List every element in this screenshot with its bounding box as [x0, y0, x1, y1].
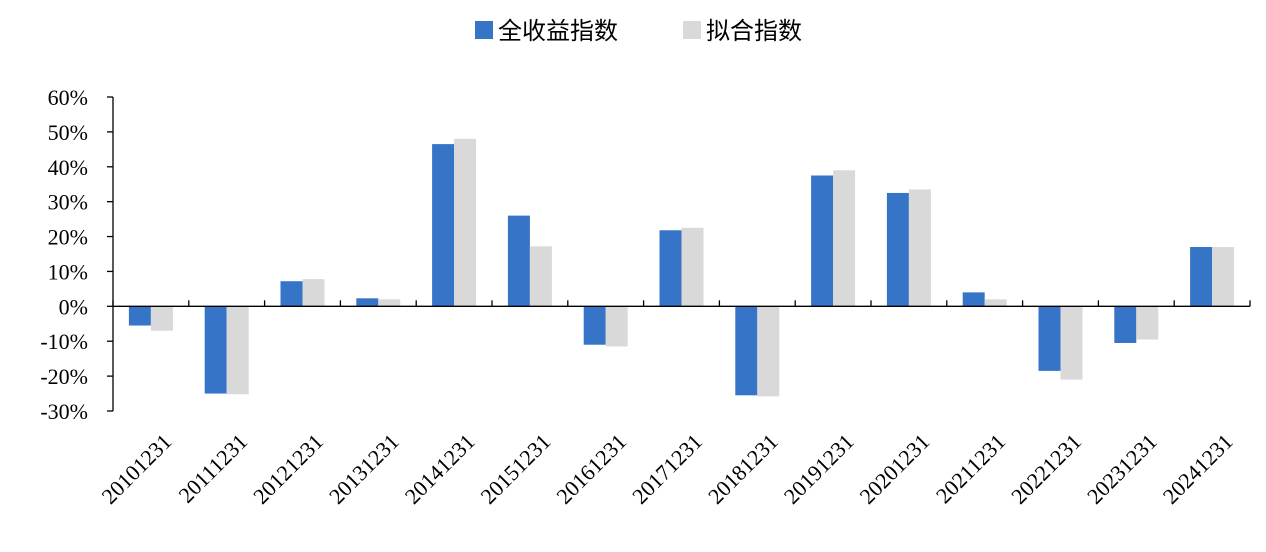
bar-total-return-20121231	[280, 281, 303, 307]
legend-swatch-fitted	[683, 21, 701, 39]
bar-fitted-20111231	[226, 306, 249, 395]
x-tick-label-20141231: 20141231	[400, 429, 480, 509]
bar-fitted-20211231	[984, 299, 1007, 307]
bar-fitted-20181231	[757, 306, 780, 397]
y-tick-label: 30%	[48, 190, 88, 215]
x-tick-label-20121231: 20121231	[248, 429, 328, 509]
x-tick-label-20231231: 20231231	[1082, 429, 1162, 509]
y-tick-label: 60%	[48, 85, 88, 110]
x-tick-label-20171231: 20171231	[627, 429, 707, 509]
bar-total-return-20131231	[356, 298, 379, 307]
x-tick-label-20241231: 20241231	[1158, 429, 1238, 509]
bar-total-return-20231231	[1114, 306, 1137, 343]
y-tick-label: 50%	[48, 120, 88, 145]
x-tick-label-20221231: 20221231	[1006, 429, 1086, 509]
y-tick-label: -20%	[40, 364, 88, 389]
bar-total-return-20191231	[811, 175, 834, 307]
bar-total-return-20201231	[886, 192, 909, 307]
bar-total-return-20151231	[507, 215, 530, 307]
bar-fitted-20141231	[454, 138, 477, 307]
bar-total-return-20141231	[432, 144, 455, 307]
bar-total-return-20221231	[1038, 306, 1061, 371]
y-tick-label: -10%	[40, 329, 88, 354]
y-tick-label: 20%	[48, 225, 88, 250]
legend-label-total-return: 全收益指数	[498, 17, 618, 45]
bar-fitted-20221231	[1060, 306, 1083, 380]
bar-fitted-20161231	[605, 306, 628, 347]
x-tick-label-20161231: 20161231	[551, 429, 631, 509]
bar-fitted-20201231	[908, 189, 931, 307]
x-tick-label-20151231: 20151231	[476, 429, 556, 509]
legend-swatch-total-return	[475, 21, 493, 39]
bar-total-return-20211231	[962, 292, 985, 307]
bars	[128, 138, 1235, 397]
x-tick-label-20101231: 20101231	[97, 429, 177, 509]
x-axis-labels: 2010123120111231201212312013123120141231…	[97, 429, 1238, 509]
legend: 全收益指数 拟合指数	[475, 17, 802, 45]
y-tick-label: -30%	[40, 399, 88, 424]
x-tick-label-20131231: 20131231	[324, 429, 404, 509]
x-tick-label-20111231: 20111231	[173, 429, 252, 508]
bar-fitted-20241231	[1212, 247, 1235, 307]
bar-total-return-20171231	[659, 230, 682, 307]
bar-total-return-20111231	[204, 306, 227, 394]
bar-fitted-20151231	[529, 246, 552, 307]
x-tick-label-20201231: 20201231	[855, 429, 935, 509]
x-tick-label-20191231: 20191231	[779, 429, 859, 509]
y-tick-label: 0%	[59, 294, 88, 319]
bar-fitted-20121231	[302, 279, 325, 307]
bar-total-return-20181231	[735, 306, 758, 396]
y-tick-label: 40%	[48, 155, 88, 180]
x-tick-label-20211231: 20211231	[931, 429, 1010, 508]
bar-fitted-20131231	[378, 299, 401, 307]
legend-label-fitted: 拟合指数	[706, 17, 802, 45]
axes	[107, 96, 1251, 412]
y-axis-labels: 60% 50% 40% 30% 20% 10% 0% -10% -20% -30%	[40, 85, 88, 424]
bar-total-return-20101231	[128, 306, 151, 326]
bar-fitted-20171231	[681, 227, 704, 307]
y-tick-label: 10%	[48, 259, 88, 284]
bar-fitted-20101231	[150, 306, 173, 331]
bar-total-return-20241231	[1190, 247, 1213, 307]
bar-fitted-20231231	[1136, 306, 1159, 340]
bar-total-return-20161231	[583, 306, 606, 345]
bar-fitted-20191231	[833, 170, 856, 307]
x-tick-label-20181231: 20181231	[703, 429, 783, 509]
